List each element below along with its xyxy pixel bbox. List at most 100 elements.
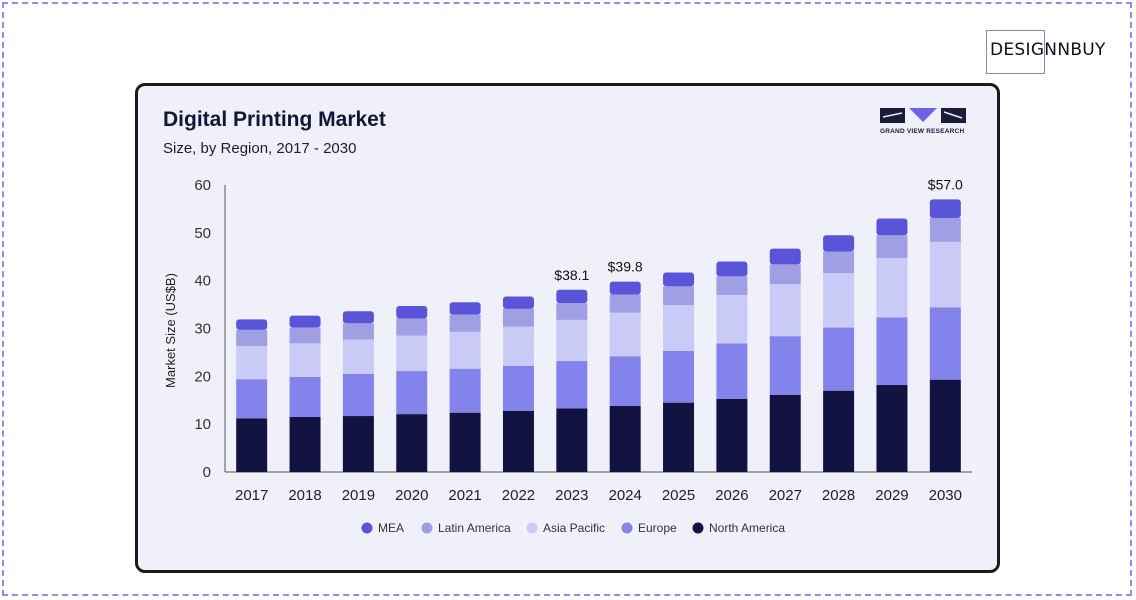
bar-2021-mea (449, 302, 481, 315)
bar-2028-north-america (823, 390, 855, 472)
bar-2028-latin-america (823, 251, 855, 274)
bar-2023-europe (556, 361, 588, 409)
bar-2024-europe (609, 356, 641, 406)
bar-2024-asia-pacific (609, 312, 641, 357)
bar-2022-north-america (502, 410, 534, 472)
bar-2025-latin-america (663, 286, 695, 306)
legend-swatch-latin-america (421, 522, 433, 534)
brand-logo-box (986, 30, 1045, 74)
x-tick-label: 2029 (875, 487, 908, 504)
bar-2026-north-america (716, 398, 748, 472)
bar-2021-latin-america (449, 314, 481, 332)
bar-2019-mea (342, 311, 374, 324)
bar-2018-europe (289, 376, 321, 417)
x-tick-label: 2023 (555, 487, 588, 504)
bar-2022-asia-pacific (502, 326, 534, 366)
bar-2029-europe (876, 317, 908, 385)
y-tick-label: 0 (203, 464, 211, 481)
x-tick-label: 2018 (288, 487, 321, 504)
x-tick-label: 2027 (769, 487, 802, 504)
data-label-2030: $57.0 (928, 176, 963, 192)
bar-2020-asia-pacific (396, 335, 428, 372)
bar-2026-asia-pacific (716, 295, 748, 344)
bar-2023-asia-pacific (556, 319, 588, 362)
x-tick-label: 2028 (822, 487, 855, 504)
bar-2030-europe (929, 307, 961, 380)
bar-2030-mea (929, 199, 961, 219)
bar-2024-mea (609, 281, 641, 295)
x-tick-label: 2025 (662, 487, 695, 504)
x-tick-label: 2020 (395, 487, 428, 504)
bar-2021-asia-pacific (449, 331, 481, 369)
bar-2028-europe (823, 327, 855, 391)
bar-2019-europe (342, 373, 374, 417)
y-tick-label: 30 (194, 321, 211, 338)
x-tick-label: 2022 (502, 487, 535, 504)
y-tick-label: 20 (194, 368, 211, 385)
bar-2020-latin-america (396, 318, 428, 336)
bar-2027-mea (769, 248, 801, 265)
bar-2027-asia-pacific (769, 284, 801, 337)
bar-2020-europe (396, 371, 428, 415)
bar-2025-mea (663, 272, 695, 287)
bar-2018-north-america (289, 416, 321, 472)
bar-2019-asia-pacific (342, 339, 374, 374)
grand-view-research-logo-text: GRAND VIEW RESEARCH (880, 128, 965, 135)
bar-2028-asia-pacific (823, 273, 855, 328)
bar-2017-north-america (236, 418, 268, 472)
bar-2017-asia-pacific (236, 346, 268, 380)
bar-2030-north-america (929, 379, 961, 472)
bar-2023-north-america (556, 408, 588, 472)
bar-2029-north-america (876, 384, 908, 472)
legend-swatch-north-america (692, 522, 704, 534)
bar-2018-mea (289, 315, 321, 328)
bar-2018-latin-america (289, 327, 321, 344)
x-tick-label: 2019 (342, 487, 375, 504)
bar-2026-latin-america (716, 276, 748, 296)
bar-2022-latin-america (502, 308, 534, 327)
brand-logo-text: DESIGNNBUY (990, 40, 1106, 60)
bar-2022-mea (502, 296, 534, 309)
bar-2020-north-america (396, 414, 428, 472)
legend-label: Latin America (438, 521, 511, 535)
bar-2027-north-america (769, 394, 801, 472)
bar-2026-europe (716, 343, 748, 399)
bar-2021-north-america (449, 412, 481, 472)
bar-2030-latin-america (929, 218, 961, 242)
data-label-2024: $39.8 (608, 259, 643, 275)
bar-2029-asia-pacific (876, 258, 908, 318)
y-tick-label: 60 (194, 177, 211, 194)
bar-2025-europe (663, 350, 695, 403)
bar-2027-latin-america (769, 264, 801, 285)
bar-2025-north-america (663, 402, 695, 472)
bar-2029-mea (876, 218, 908, 236)
y-tick-label: 10 (194, 416, 211, 433)
bar-2017-mea (236, 319, 268, 330)
x-tick-label: 2026 (715, 487, 748, 504)
x-tick-label: 2024 (608, 487, 641, 504)
bar-2018-asia-pacific (289, 343, 321, 377)
legend-label: MEA (378, 521, 404, 535)
y-axis-label: Market Size (US$B) (163, 273, 178, 388)
bar-2024-latin-america (609, 294, 641, 313)
legend-label: Asia Pacific (543, 521, 605, 535)
bar-2017-latin-america (236, 329, 268, 347)
y-tick-label: 40 (194, 273, 211, 290)
x-tick-label: 2017 (235, 487, 268, 504)
bar-2026-mea (716, 261, 748, 277)
bar-2021-europe (449, 368, 481, 413)
bar-2029-latin-america (876, 235, 908, 259)
data-label-2023: $38.1 (554, 267, 589, 283)
bar-2027-europe (769, 336, 801, 395)
bar-2022-europe (502, 365, 534, 411)
grand-view-research-logo-icon (880, 108, 966, 123)
x-tick-label: 2030 (929, 487, 962, 504)
bar-2023-latin-america (556, 303, 588, 320)
legend-label: North America (709, 521, 785, 535)
bar-2019-latin-america (342, 323, 374, 340)
legend-swatch-asia-pacific (526, 522, 538, 534)
chart-title: Digital Printing Market (163, 108, 386, 131)
chart-subtitle: Size, by Region, 2017 - 2030 (163, 140, 357, 157)
